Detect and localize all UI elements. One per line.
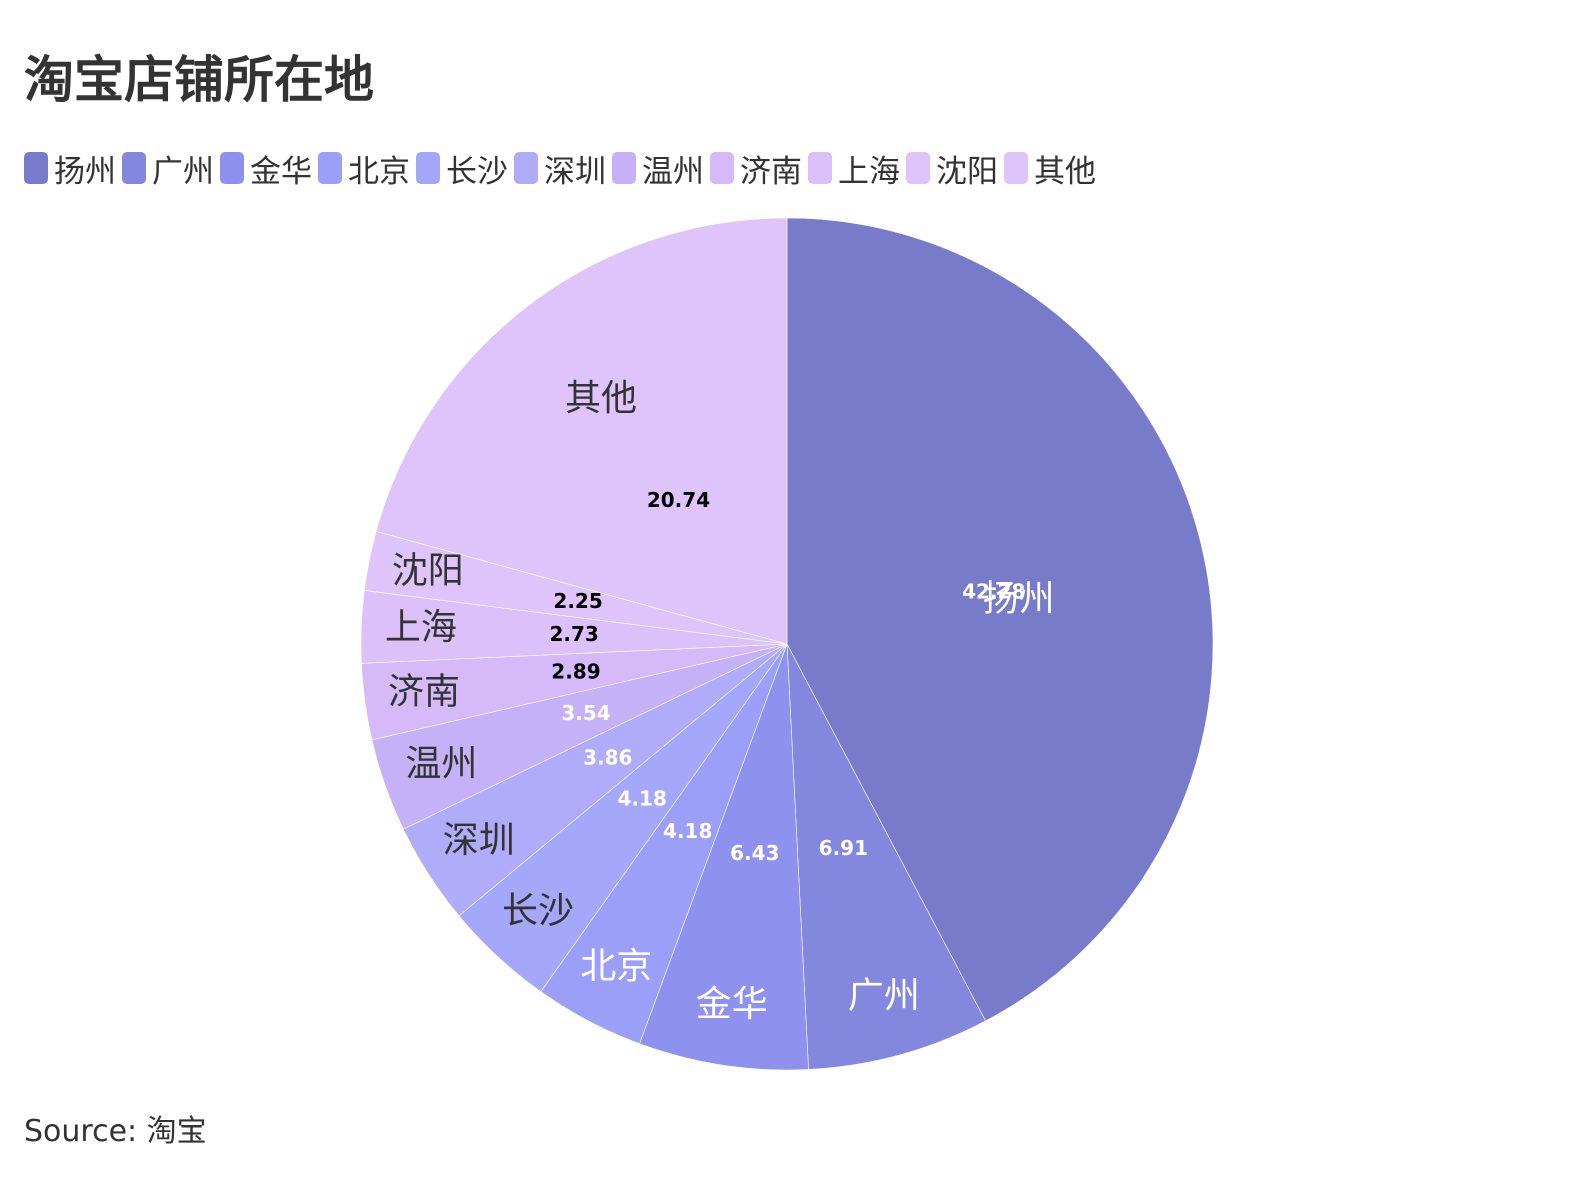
legend-swatch [612,152,636,184]
value-label: 3.86 [583,746,632,770]
pie-slice[interactable] [375,217,788,645]
value-label: 2.25 [553,589,602,613]
legend-label: 济南 [740,153,802,190]
category-label: 扬州 [983,579,1055,620]
legend-swatch [24,152,48,184]
pie-slice[interactable] [786,217,1214,1022]
legend-item[interactable]: 北京 [318,146,410,191]
legend-item[interactable]: 深圳 [514,146,606,191]
legend-label: 长沙 [446,153,508,190]
legend-swatch [416,152,440,184]
legend-item[interactable]: 广州 [122,146,214,191]
legend-item[interactable]: 济南 [710,146,802,191]
legend: 扬州 广州 金华 北京 长沙 深圳 温州 济南 上海 沈阳 其他 [24,146,1102,190]
category-label: 北京 [580,946,652,987]
legend-item[interactable]: 金华 [220,146,312,191]
legend-label: 扬州 [54,153,116,190]
legend-label: 广州 [152,153,214,190]
legend-swatch [710,152,734,184]
legend-label: 金华 [250,153,312,190]
legend-label: 北京 [348,153,410,190]
legend-item[interactable]: 沈阳 [906,146,998,191]
legend-swatch [1004,152,1028,184]
legend-label: 沈阳 [936,153,998,190]
legend-label: 上海 [838,153,900,190]
pie-slice[interactable] [639,643,809,1071]
category-label: 长沙 [502,891,574,932]
value-label: 42.28 [962,579,1025,603]
legend-item[interactable]: 温州 [612,146,704,191]
legend-swatch [220,152,244,184]
value-label: 6.91 [819,836,868,860]
legend-swatch [514,152,538,184]
legend-swatch [808,152,832,184]
category-label: 沈阳 [392,550,464,591]
legend-item[interactable]: 长沙 [416,146,508,191]
source-note: Source: 淘宝 [24,1114,207,1149]
category-label: 广州 [848,975,920,1016]
chart-title: 淘宝店铺所在地 [24,51,374,109]
category-label: 温州 [405,744,477,785]
value-label: 2.73 [549,622,598,646]
category-label: 济南 [388,672,460,713]
category-label: 其他 [565,378,637,419]
value-label: 4.18 [663,819,712,843]
legend-label: 深圳 [544,153,606,190]
pie-slice[interactable] [786,643,986,1070]
category-label: 深圳 [443,820,515,861]
category-label: 上海 [385,607,457,648]
legend-label: 温州 [642,153,704,190]
legend-label: 其他 [1034,153,1096,190]
category-label: 金华 [696,984,768,1025]
legend-item[interactable]: 上海 [808,146,900,191]
value-label: 20.74 [647,488,710,512]
value-label: 2.89 [551,659,600,683]
legend-item[interactable]: 其他 [1004,146,1096,191]
value-label: 3.54 [561,701,610,725]
value-label: 6.43 [730,841,779,865]
legend-item[interactable]: 扬州 [24,146,116,191]
legend-swatch [906,152,930,184]
value-label: 4.18 [618,787,667,811]
legend-swatch [318,152,342,184]
legend-swatch [122,152,146,184]
